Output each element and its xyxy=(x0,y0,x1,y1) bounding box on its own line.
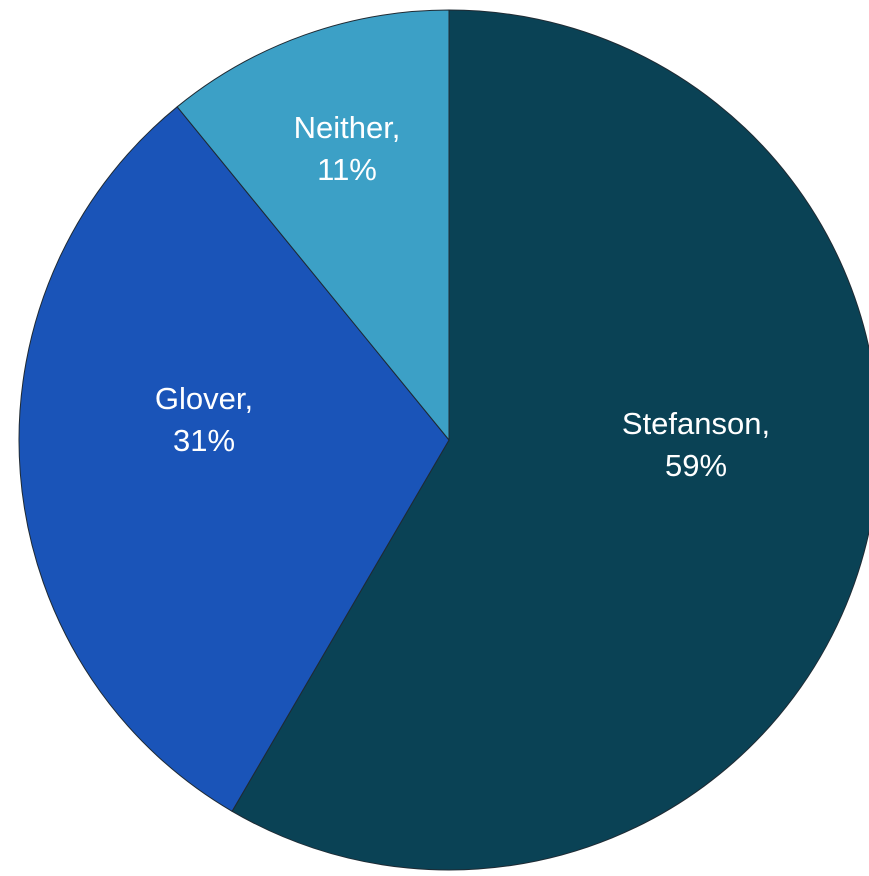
slice-name: Neither, xyxy=(294,110,401,145)
pie-labels: Stefanson, 59% Glover, 31% Neither, 11% xyxy=(155,110,770,483)
slice-label-stefanson: Stefanson, 59% xyxy=(622,406,770,483)
pie-slice-neither xyxy=(176,9,450,442)
slice-name: Glover, xyxy=(155,381,253,416)
slice-label-glover: Glover, 31% xyxy=(155,381,253,458)
pie-slice-glover xyxy=(18,106,450,812)
slice-percent: 59% xyxy=(665,448,727,483)
slice-percent: 11% xyxy=(317,152,377,187)
slice-percent: 31% xyxy=(173,423,235,458)
slice-label-neither: Neither, 11% xyxy=(294,110,401,187)
pie-slice-stefanson xyxy=(231,9,869,871)
slice-name: Stefanson, xyxy=(622,406,770,441)
pie-slices xyxy=(18,9,869,871)
